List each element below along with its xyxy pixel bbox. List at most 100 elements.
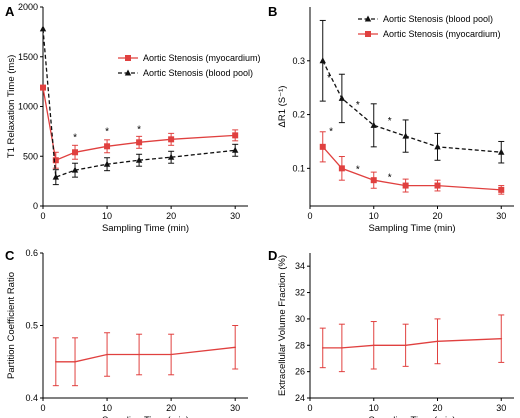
panel-letter: A bbox=[5, 4, 15, 19]
data-point bbox=[170, 353, 172, 356]
series-line bbox=[55, 346, 236, 363]
x-tick-label: 20 bbox=[432, 211, 442, 221]
y-tick-label: 24 bbox=[295, 393, 305, 403]
legend-entry: Aortic Stenosis (blood pool) bbox=[143, 68, 253, 78]
legend-marker bbox=[364, 15, 372, 22]
panel-letter: D bbox=[268, 248, 277, 263]
y-axis-label: ΔR1 (S⁻¹) bbox=[277, 86, 288, 128]
x-tick-label: 30 bbox=[496, 211, 506, 221]
x-axis-label: Sampling Time (min) bbox=[368, 415, 455, 418]
data-point bbox=[72, 149, 79, 156]
y-tick-label: 1000 bbox=[18, 102, 38, 112]
x-tick-label: 20 bbox=[432, 403, 442, 413]
data-point bbox=[74, 360, 76, 363]
significance-marker: * bbox=[388, 172, 392, 183]
y-tick-label: 32 bbox=[295, 288, 305, 298]
data-point bbox=[319, 143, 326, 150]
x-tick-label: 30 bbox=[230, 211, 240, 221]
data-point bbox=[434, 143, 441, 150]
x-axis-label: Sampling Time (min) bbox=[368, 223, 455, 234]
legend-marker bbox=[125, 55, 131, 61]
data-point bbox=[167, 153, 175, 160]
y-tick-label: 26 bbox=[295, 367, 305, 377]
y-tick-label: 0.6 bbox=[25, 248, 38, 258]
data-point bbox=[500, 337, 503, 340]
x-tick-label: 30 bbox=[496, 403, 506, 413]
data-point bbox=[52, 173, 60, 180]
x-tick-label: 0 bbox=[307, 211, 312, 221]
significance-marker: * bbox=[105, 126, 109, 137]
data-point bbox=[341, 347, 343, 349]
x-tick-label: 10 bbox=[102, 211, 112, 221]
x-tick-label: 10 bbox=[369, 403, 379, 413]
data-point bbox=[372, 344, 375, 347]
y-tick-label: 0 bbox=[33, 201, 38, 211]
panel-d: D 0 10 20 30 24 26 28 30 32 34 Sampling Time (min) E… bbox=[268, 248, 514, 418]
data-point bbox=[52, 157, 59, 164]
series bbox=[319, 131, 505, 195]
panel-b: B 0 10 20 30 0.1 0.2 0.3 Sampling Time (min) ΔR1 … bbox=[268, 4, 514, 234]
x-tick-label: 0 bbox=[40, 211, 45, 221]
x-tick-label: 0 bbox=[307, 403, 312, 413]
x-axis-label: Sampling Time (min) bbox=[102, 223, 189, 234]
data-point bbox=[404, 344, 407, 347]
data-point bbox=[55, 360, 57, 363]
y-tick-label: 0.4 bbox=[25, 393, 38, 403]
panel-letter: B bbox=[268, 4, 277, 19]
y-axis-label: Extracellular Volume Fraction (%) bbox=[277, 255, 288, 396]
series bbox=[319, 19, 505, 164]
series bbox=[52, 325, 239, 387]
data-point bbox=[71, 166, 79, 173]
y-tick-label: 0.2 bbox=[292, 110, 305, 120]
series bbox=[40, 84, 239, 169]
data-point bbox=[338, 165, 345, 172]
panel-a: A 0 10 20 30 0 500 1000 1500 2000 Sampling Time (m… bbox=[5, 2, 261, 234]
data-point bbox=[498, 186, 505, 193]
x-axis-label: Sampling Time (min) bbox=[102, 415, 189, 418]
legend-marker bbox=[124, 69, 132, 76]
y-tick-label: 34 bbox=[295, 261, 305, 271]
significance-marker: * bbox=[137, 124, 141, 135]
data-point bbox=[104, 143, 111, 150]
y-tick-label: 0.3 bbox=[292, 56, 305, 66]
data-point bbox=[106, 353, 108, 356]
data-point bbox=[402, 182, 409, 189]
legend: Aortic Stenosis (blood pool) Aortic Steno… bbox=[358, 14, 501, 39]
significance-marker: * bbox=[329, 127, 333, 138]
data-point bbox=[39, 25, 47, 32]
y-tick-label: 28 bbox=[295, 340, 305, 350]
panel-c: C 0 10 20 30 0.4 0.5 0.6 Sampling Time (min) Part… bbox=[5, 248, 248, 418]
data-point bbox=[338, 94, 346, 101]
legend-marker bbox=[365, 31, 371, 37]
series-line bbox=[322, 60, 502, 153]
y-axis-label: Partition Coefficient Ratio bbox=[6, 272, 17, 379]
data-point bbox=[135, 156, 143, 163]
data-point bbox=[370, 121, 377, 128]
data-point bbox=[436, 340, 439, 343]
data-point bbox=[136, 139, 143, 146]
y-tick-label: 0.5 bbox=[25, 321, 38, 331]
data-point bbox=[168, 136, 175, 143]
series-line bbox=[322, 146, 502, 191]
x-tick-label: 20 bbox=[166, 211, 176, 221]
y-tick-label: 0.1 bbox=[292, 163, 305, 173]
y-tick-label: 2000 bbox=[18, 2, 38, 12]
series bbox=[39, 25, 239, 186]
data-point bbox=[319, 57, 326, 64]
significance-marker: * bbox=[73, 132, 77, 143]
significance-marker: * bbox=[388, 116, 392, 127]
y-tick-label: 30 bbox=[295, 314, 305, 324]
significance-marker: * bbox=[356, 164, 360, 175]
y-axis-label: T1 Relaxation Time (ms) bbox=[6, 55, 17, 158]
x-tick-label: 30 bbox=[230, 403, 240, 413]
panel-letter: C bbox=[5, 248, 15, 263]
legend-entry: Aortic Stenosis (myocardium) bbox=[143, 53, 261, 63]
legend-entry: Aortic Stenosis (blood pool) bbox=[383, 14, 493, 24]
legend: Aortic Stenosis (myocardium) Aortic Steno… bbox=[118, 53, 261, 78]
data-point bbox=[138, 353, 140, 356]
significance-marker: * bbox=[327, 73, 331, 84]
series-line bbox=[322, 338, 502, 349]
x-tick-label: 20 bbox=[166, 403, 176, 413]
data-point bbox=[498, 148, 505, 155]
